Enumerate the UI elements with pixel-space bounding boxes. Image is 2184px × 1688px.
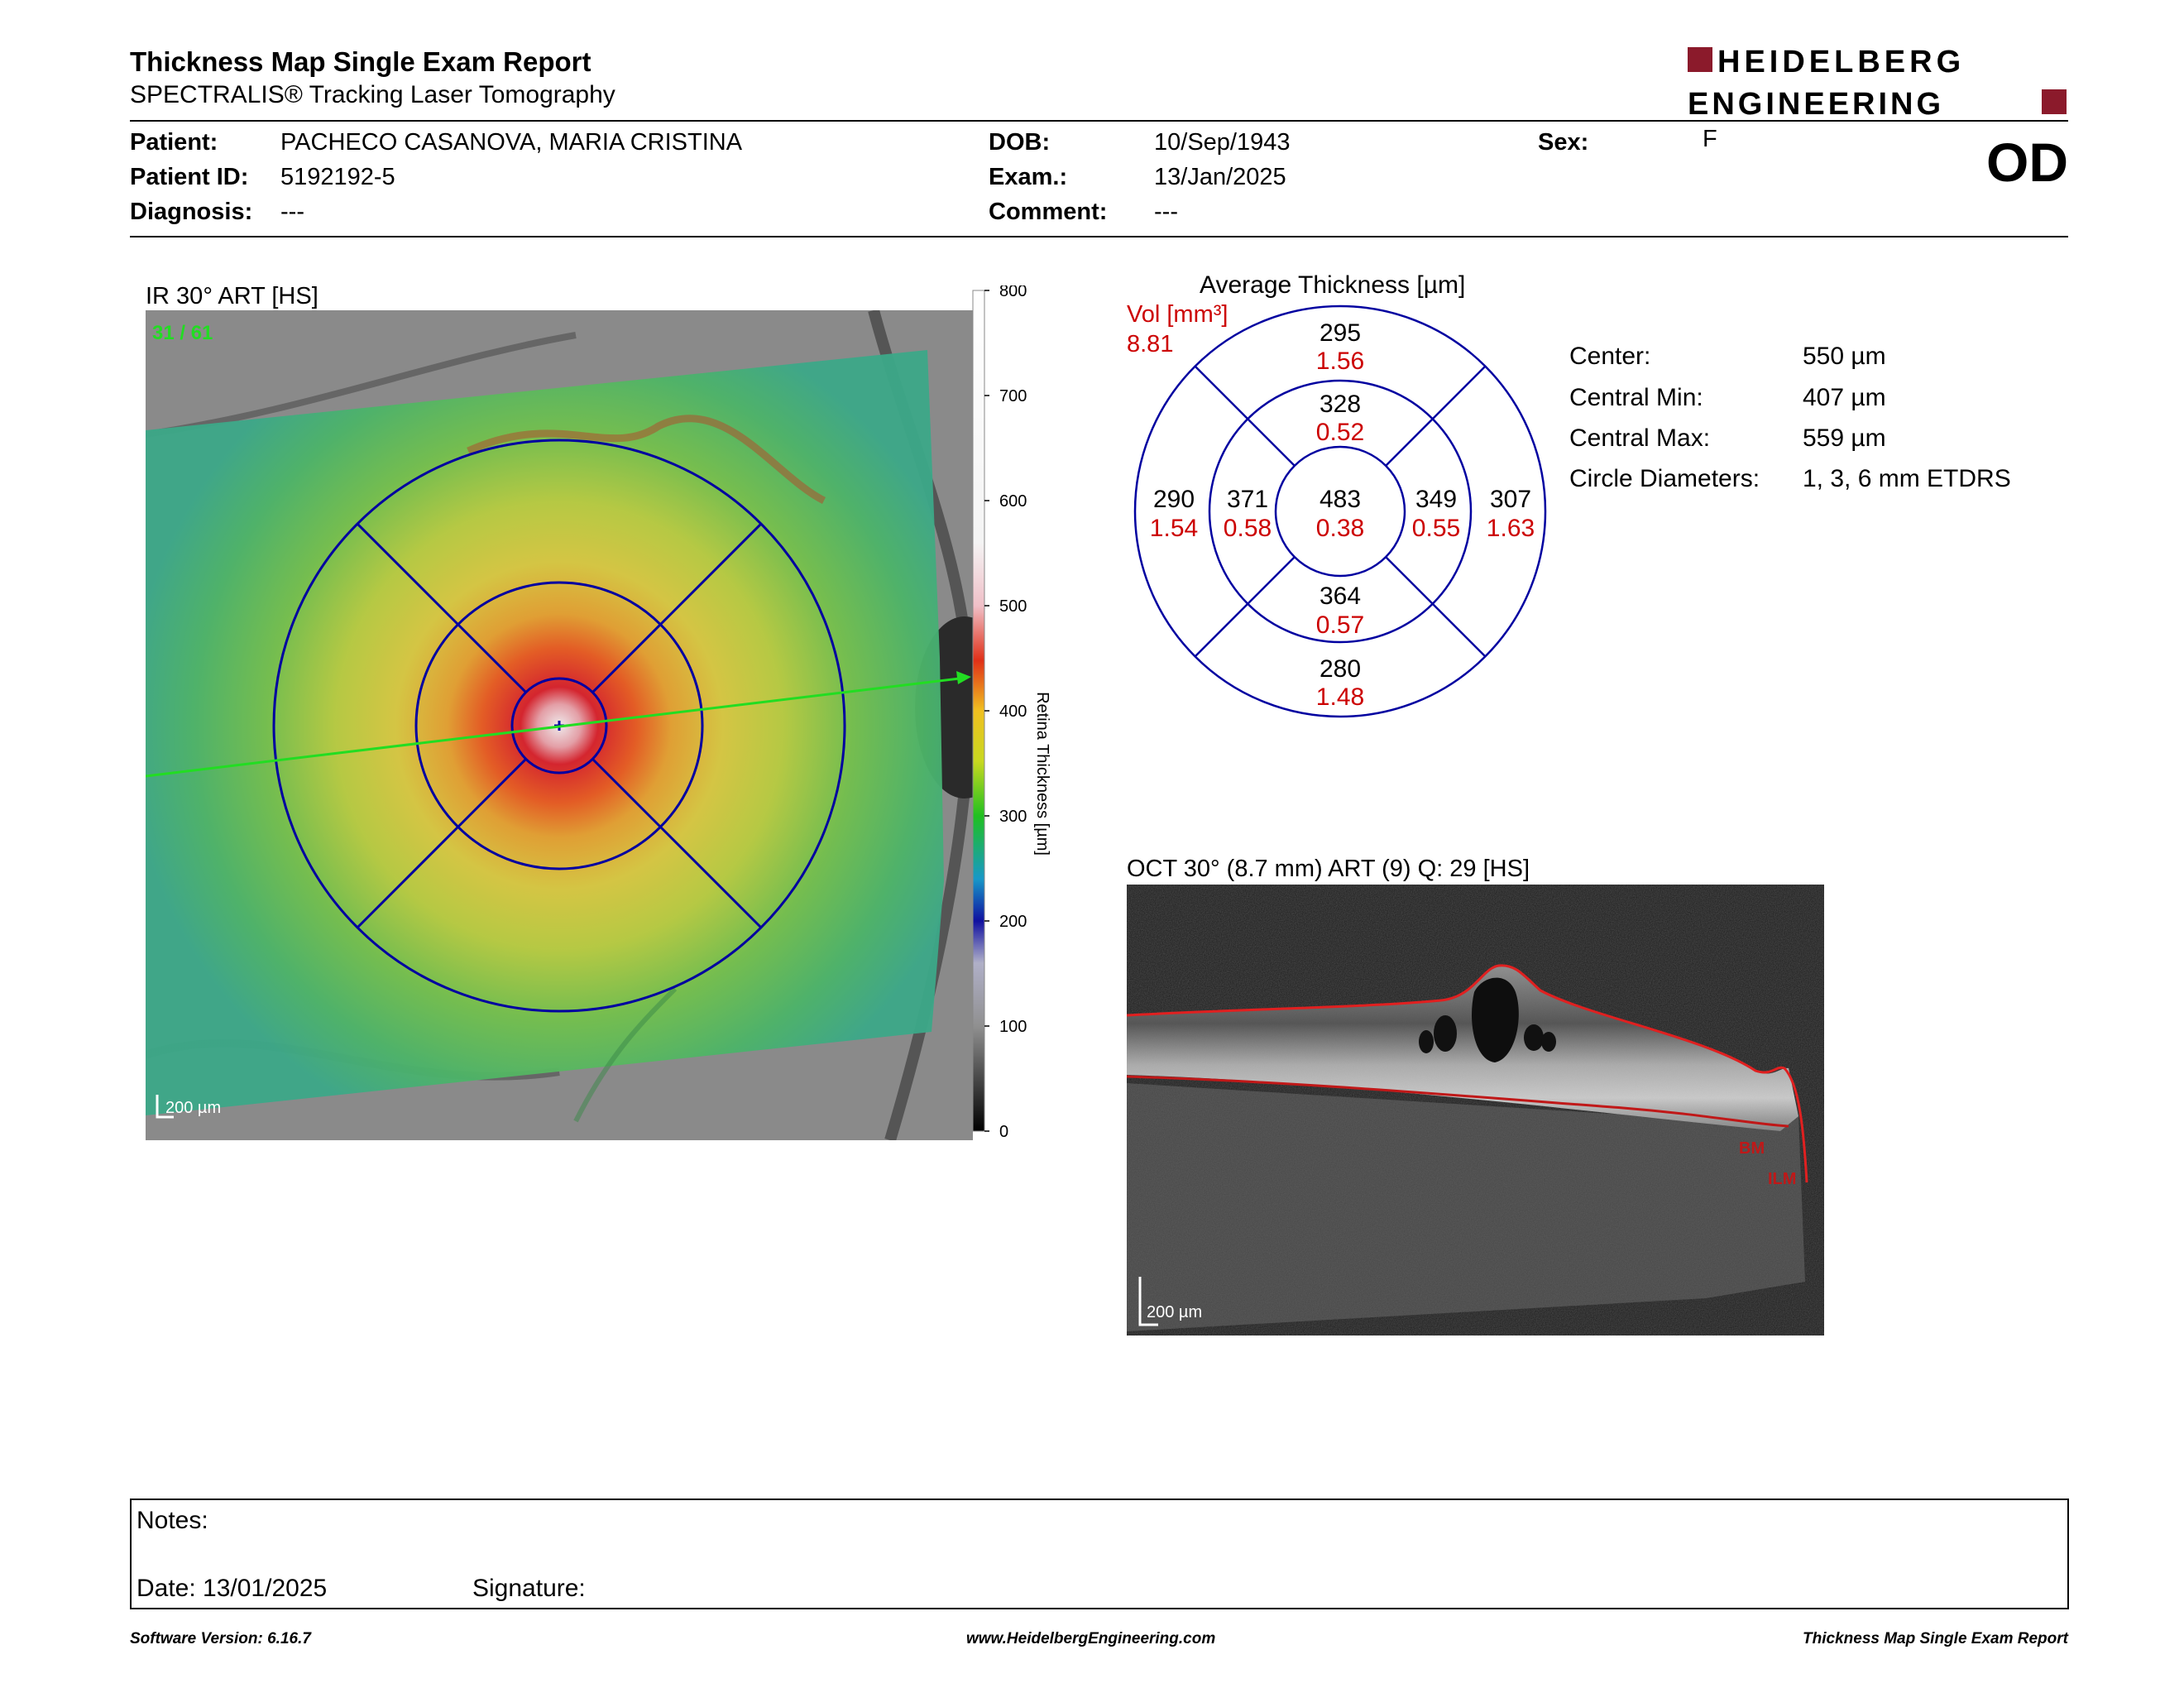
etdrs-chart: 295 1.56 328 0.52 483 0.38 371 0.58 349 …: [1133, 305, 1547, 718]
dob: 10/Sep/1943: [1154, 129, 1291, 156]
vol-label: Vol [mm³]: [1127, 301, 1228, 328]
stat-max-value: 559 µm: [1803, 424, 1886, 452]
oct-bscan[interactable]: BM ILM 200 µm: [1127, 885, 1824, 1336]
ir-scale-bar: [156, 1095, 174, 1119]
report-title: Thickness Map Single Exam Report: [130, 46, 592, 77]
stat-center-value: 550 µm: [1803, 343, 1886, 370]
thickness-overlay: [146, 350, 944, 1115]
colorbar-tick-label: 200: [999, 913, 1027, 931]
outer-inferior-volume: 1.48: [1316, 683, 1364, 711]
inner-temporal-volume: 0.55: [1412, 515, 1460, 542]
patient-label: Patient:: [130, 129, 218, 156]
footer-report-name: Thickness Map Single Exam Report: [1803, 1630, 2068, 1647]
ir-thickness-map[interactable]: 31 / 61 200 µm: [146, 310, 973, 1140]
notes-box[interactable]: Notes: Date: 13/01/2025 Signature:: [130, 1499, 2069, 1609]
logo-line1: HEIDELBERG: [1717, 45, 1965, 79]
header-divider: [130, 120, 2068, 122]
retina-layers: [1127, 965, 1798, 1131]
patient-id-label: Patient ID:: [130, 164, 249, 190]
comment: ---: [1154, 199, 1178, 225]
thickness-colorbar: 800 700 600 500 400 300 200 100 0 Retina Thickne…: [972, 285, 1051, 1138]
colorbar-tick-label: 700: [999, 387, 1027, 405]
scan-direction-arrow: [956, 671, 971, 684]
ilm-label: ILM: [1768, 1170, 1796, 1188]
date-label: Date: 13/01/2025: [136, 1575, 328, 1602]
colorbar-tick-label: 600: [999, 492, 1027, 511]
bm-boundary: [1127, 1075, 1789, 1128]
exam-label: Exam.:: [989, 164, 1068, 190]
logo-line2: ENGINEERING: [1688, 87, 1944, 121]
oct-scale-bar: [1138, 1277, 1158, 1326]
stat-min-label: Central Min:: [1569, 384, 1703, 411]
bm-label: BM: [1739, 1139, 1765, 1158]
signature-label: Signature:: [472, 1575, 586, 1602]
center-thickness: 483: [1320, 486, 1361, 513]
software-version: Software Version: 6.16.7: [130, 1630, 311, 1647]
frame-counter: 31 / 61: [152, 322, 213, 344]
outer-temporal-volume: 1.63: [1487, 515, 1535, 542]
dob-label: DOB:: [989, 129, 1051, 156]
etdrs-rings: [1133, 305, 1547, 718]
ir-scale-label: 200 µm: [165, 1099, 221, 1117]
outer-nasal-thickness: 290: [1153, 486, 1195, 513]
colorbar-tick-label: 100: [999, 1018, 1027, 1036]
etdrs-title: Average Thickness [µm]: [1200, 271, 1466, 299]
colorbar-title: Retina Thickness [µm]: [1033, 692, 1051, 856]
eye-indicator: OD: [1986, 132, 2068, 193]
cystoid-space: [1472, 977, 1519, 1062]
outer-inferior-thickness: 280: [1320, 655, 1361, 683]
stat-min-value: 407 µm: [1803, 384, 1886, 411]
center-volume: 0.38: [1316, 515, 1364, 542]
outer-superior-volume: 1.56: [1316, 348, 1364, 375]
inner-inferior-volume: 0.57: [1316, 611, 1364, 639]
stat-center-label: Center:: [1569, 343, 1651, 370]
inner-superior-volume: 0.52: [1316, 419, 1364, 446]
outer-nasal-volume: 1.54: [1150, 515, 1198, 542]
diagnosis: ---: [280, 199, 304, 225]
etdrs-grid-overlay: [272, 439, 846, 1013]
scan-position-line[interactable]: [146, 676, 967, 778]
colorbar-tick-label: 500: [999, 597, 1027, 616]
report-subtitle: SPECTRALIS® Tracking Laser Tomography: [130, 81, 615, 108]
patient-id: 5192192-5: [280, 164, 395, 190]
sex-label: Sex:: [1538, 129, 1589, 156]
stat-max-label: Central Max:: [1569, 424, 1711, 452]
diagnosis-label: Diagnosis:: [130, 199, 253, 225]
colorbar-tick-label: 400: [999, 703, 1027, 721]
oct-scale-label: 200 µm: [1147, 1303, 1202, 1321]
stat-diameters-label: Circle Diameters:: [1569, 465, 1760, 492]
inner-inferior-thickness: 364: [1320, 583, 1361, 610]
heidelberg-logo: HEIDELBERG ENGINEERING: [1688, 45, 2067, 121]
outer-temporal-thickness: 307: [1490, 486, 1531, 513]
comment-label: Comment:: [989, 199, 1108, 225]
patient-divider: [130, 236, 2068, 237]
outer-superior-thickness: 295: [1320, 319, 1361, 347]
inner-nasal-thickness: 371: [1227, 486, 1268, 513]
colorbar-tick-label: 0: [999, 1123, 1008, 1138]
inner-temporal-thickness: 349: [1415, 486, 1457, 513]
exam-date: 13/Jan/2025: [1154, 164, 1286, 190]
vol-total: 8.81: [1127, 331, 1174, 357]
colorbar-tick-label: 800: [999, 285, 1027, 300]
website: www.HeidelbergEngineering.com: [966, 1630, 1216, 1647]
colorbar-tick-label: 300: [999, 808, 1027, 826]
ilm-boundary: [1127, 964, 1808, 1183]
sex: F: [1703, 126, 1717, 152]
ir-image-label: IR 30° ART [HS]: [146, 283, 318, 309]
inner-nasal-volume: 0.58: [1224, 515, 1272, 542]
stat-diameters-value: 1, 3, 6 mm ETDRS: [1803, 465, 2011, 492]
inner-superior-thickness: 328: [1320, 391, 1361, 418]
patient-name: PACHECO CASANOVA, MARIA CRISTINA: [280, 129, 743, 156]
oct-image-label: OCT 30° (8.7 mm) ART (9) Q: 29 [HS]: [1127, 856, 1530, 882]
notes-label: Notes:: [136, 1507, 208, 1534]
